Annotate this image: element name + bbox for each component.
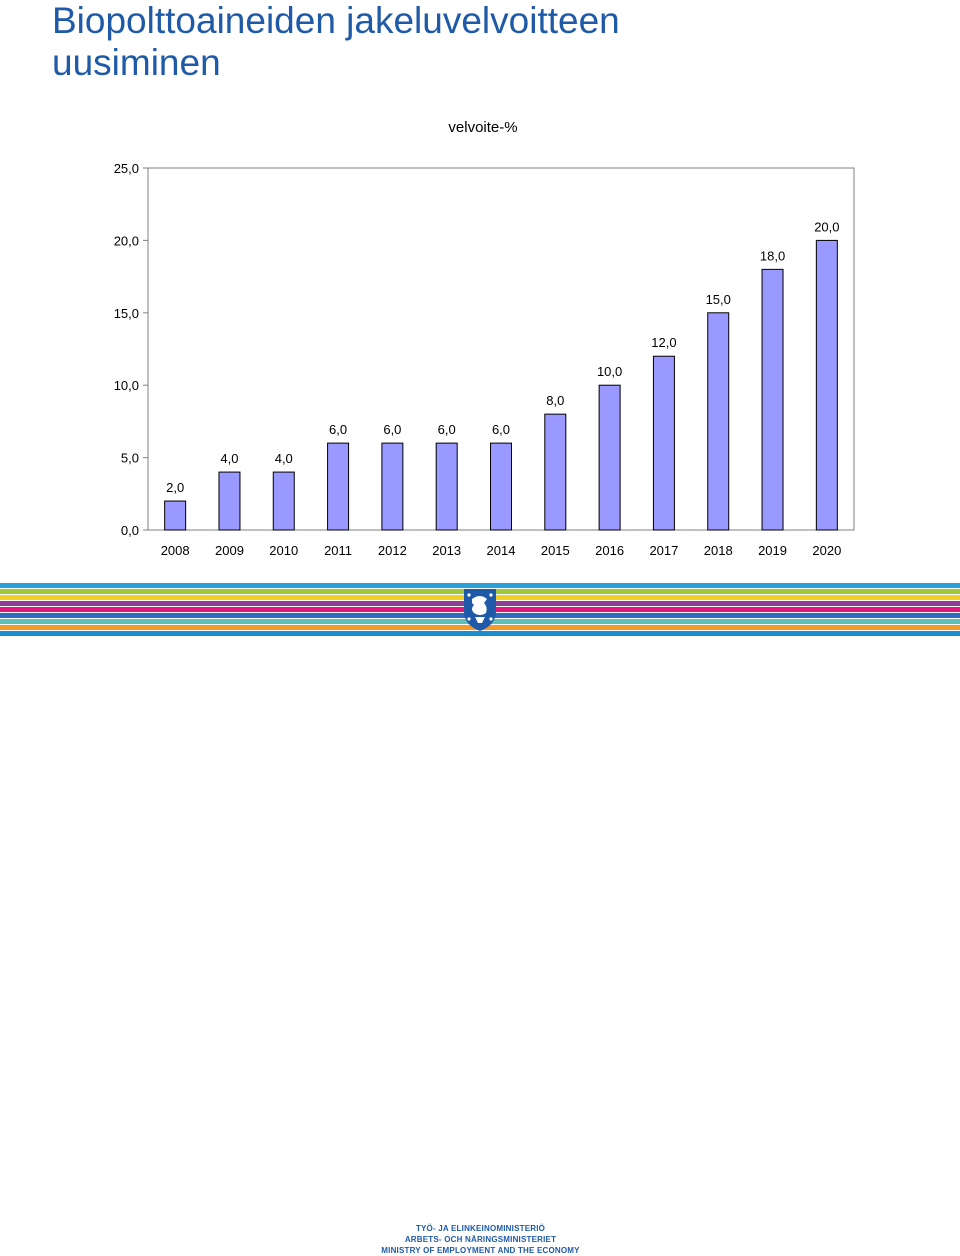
bar-2008 (164, 500, 187, 531)
ministry-name: TYÖ- JA ELINKEINOMINISTERIÖ ARBETS- OCH … (373, 1223, 588, 1256)
data-label: 10,0 (597, 364, 622, 379)
data-label: 4,0 (275, 451, 293, 466)
bar-2017 (652, 355, 675, 531)
bar-2011 (327, 442, 350, 531)
data-label: 4,0 (220, 451, 238, 466)
x-tick-label: 2019 (758, 543, 787, 558)
x-tick-label: 2016 (595, 543, 624, 558)
bar-chart: velvoite-% 0,0 5,0 10,0 15,0 20,0 25,0 2,0 4,0… (114, 119, 855, 558)
x-tick-label: 2010 (269, 543, 298, 558)
footer-stripe (0, 631, 960, 636)
title-line-1: Biopolttoaineiden jakeluvelvoitteen (52, 0, 620, 41)
ministry-name-fi: TYÖ- JA ELINKEINOMINISTERIÖ (415, 1224, 546, 1233)
x-tick-label: 2013 (432, 543, 461, 558)
bar-2018 (707, 312, 730, 531)
bar-2010 (272, 471, 295, 531)
bar-2012 (381, 442, 404, 531)
title-line-2: uusiminen (52, 42, 221, 83)
bar-2013 (435, 442, 458, 531)
data-label: 6,0 (492, 422, 510, 437)
footer-stripe (0, 583, 960, 588)
x-tick-label: 2015 (541, 543, 570, 558)
bars: 2,0 4,0 4,0 6,0 6,0 6,0 6,0 8,0 10,0 12,0 15,0 18,0… (164, 219, 840, 531)
x-tick-label: 2011 (324, 543, 352, 558)
chart-title: velvoite-% (448, 119, 517, 136)
y-tick-label: 10,0 (114, 378, 139, 393)
y-tick-label: 0,0 (121, 523, 139, 538)
x-tick-label: 2014 (487, 543, 516, 558)
y-tick-label: 15,0 (114, 306, 139, 321)
y-axis: 0,0 5,0 10,0 15,0 20,0 25,0 (114, 161, 148, 538)
ministry-name-sv: ARBETS- OCH NÄRINGSMINISTERIET (404, 1235, 557, 1244)
data-label: 8,0 (546, 393, 564, 408)
x-tick-label: 2008 (161, 543, 190, 558)
x-tick-label: 2017 (649, 543, 678, 558)
footer-banner: TYÖ- JA ELINKEINOMINISTERIÖ ARBETS- OCH … (0, 583, 960, 1255)
y-tick-label: 25,0 (114, 161, 139, 176)
x-tick-label: 2009 (215, 543, 244, 558)
data-label: 6,0 (383, 422, 401, 437)
data-label: 6,0 (329, 422, 347, 437)
data-label: 15,0 (706, 292, 731, 307)
bar-2020 (815, 239, 838, 531)
x-tick-label: 2020 (812, 543, 841, 558)
bar-2014 (490, 442, 512, 531)
x-tick-label: 2012 (378, 543, 407, 558)
data-label: 12,0 (651, 335, 676, 350)
data-label: 18,0 (760, 248, 785, 263)
bar-2016 (598, 384, 621, 531)
bar-2015 (544, 413, 567, 531)
lion-crest-logo (464, 589, 496, 631)
data-label: 2,0 (166, 480, 184, 495)
slide-title: Biopolttoaineiden jakeluvelvoitteen uusi… (52, 0, 932, 84)
bar-2009 (218, 471, 241, 531)
y-tick-label: 20,0 (114, 233, 139, 248)
data-label: 20,0 (814, 219, 839, 234)
y-tick-label: 5,0 (121, 451, 139, 466)
bar-2019 (761, 268, 784, 531)
data-label: 6,0 (438, 422, 456, 437)
x-axis: 2008 2009 2010 2011 2012 2013 2014 2015 2016 2017… (161, 543, 842, 558)
x-tick-label: 2018 (704, 543, 733, 558)
ministry-name-en: MINISTRY OF EMPLOYMENT AND THE ECONOMY (381, 1246, 580, 1255)
